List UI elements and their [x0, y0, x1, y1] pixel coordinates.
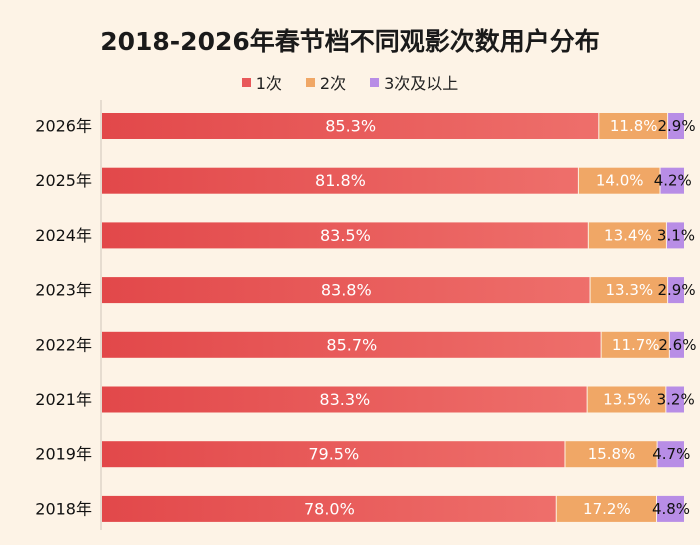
- data-label-three-plus: 4.7%: [652, 445, 690, 463]
- bar-segment-twice: [578, 167, 660, 194]
- category-label: 2019年: [35, 445, 92, 464]
- category-label: 2021年: [35, 390, 92, 409]
- legend-item-three-plus: 3次及以上: [370, 70, 458, 94]
- bar-segment-three-plus: [660, 167, 684, 194]
- category-label: 2022年: [35, 335, 92, 354]
- bar-segment-twice: [565, 441, 657, 468]
- bar-segment-twice: [590, 277, 668, 304]
- category-label: 2026年: [35, 117, 92, 136]
- bar-segment-twice: [587, 386, 666, 413]
- data-label-twice: 11.7%: [612, 336, 660, 354]
- data-label-twice: 13.5%: [603, 391, 651, 409]
- bar-segment-three-plus: [657, 495, 684, 522]
- category-label: 2018年: [35, 499, 92, 518]
- data-label-once: 83.5%: [320, 226, 371, 245]
- bar-segment-once: [102, 167, 578, 194]
- data-label-three-plus: 2.6%: [658, 336, 696, 354]
- data-label-three-plus: 2.9%: [657, 281, 695, 299]
- data-label-once: 83.3%: [319, 390, 370, 409]
- bar-segment-once: [102, 386, 587, 413]
- data-label-twice: 15.8%: [588, 445, 636, 463]
- legend-swatch-once: [241, 77, 251, 87]
- bar-segment-once: [102, 441, 565, 468]
- data-label-three-plus: 4.8%: [652, 500, 690, 518]
- bar-segment-once: [102, 277, 590, 304]
- bar-segment-twice: [599, 113, 668, 139]
- bar-segment-three-plus: [666, 386, 684, 413]
- data-label-three-plus: 3.1%: [657, 226, 695, 244]
- bar-segment-once: [102, 331, 601, 358]
- legend-swatch-twice: [305, 77, 315, 87]
- legend-item-twice: 2次: [305, 70, 347, 94]
- bar-segment-once: [102, 113, 599, 139]
- legend-label-three-plus: 3次及以上: [384, 74, 459, 93]
- data-label-three-plus: 3.2%: [657, 391, 695, 409]
- bar-segment-three-plus: [669, 331, 684, 358]
- bar-segment-twice: [601, 331, 669, 358]
- category-label: 2023年: [35, 281, 92, 300]
- legend-label-twice: 2次: [319, 74, 347, 93]
- data-label-twice: 17.2%: [583, 500, 631, 518]
- data-label-twice: 14.0%: [596, 172, 644, 190]
- legend-item-once: 1次: [241, 70, 282, 94]
- legend: 1次 2次 3次及以上: [0, 70, 700, 94]
- bar-segment-three-plus: [668, 277, 684, 304]
- data-label-once: 85.3%: [325, 117, 376, 136]
- category-label: 2025年: [35, 171, 92, 190]
- data-label-once: 81.8%: [315, 171, 366, 190]
- data-label-once: 79.5%: [308, 445, 359, 464]
- chart-title: 2018-2026年春节档不同观影次数用户分布: [100, 27, 600, 56]
- bar-segment-three-plus: [657, 441, 684, 468]
- bar-segment-twice: [556, 495, 657, 522]
- bar-segment-once: [102, 222, 588, 249]
- data-label-once: 85.7%: [326, 335, 377, 354]
- data-label-once: 78.0%: [304, 499, 355, 518]
- data-label-twice: 13.3%: [605, 281, 653, 299]
- data-label-once: 83.8%: [321, 281, 372, 300]
- category-label: 2024年: [35, 226, 92, 245]
- bar-segment-once: [102, 495, 556, 522]
- data-label-twice: 13.4%: [604, 226, 652, 244]
- legend-swatch-three-plus: [370, 77, 380, 87]
- data-label-three-plus: 4.2%: [654, 172, 692, 190]
- data-label-twice: 11.8%: [610, 117, 658, 135]
- bar-segment-three-plus: [668, 113, 684, 139]
- bar-segment-twice: [588, 222, 666, 249]
- bar-segment-three-plus: [666, 222, 684, 249]
- legend-label-once: 1次: [255, 74, 282, 93]
- data-label-three-plus: 2.9%: [657, 117, 695, 135]
